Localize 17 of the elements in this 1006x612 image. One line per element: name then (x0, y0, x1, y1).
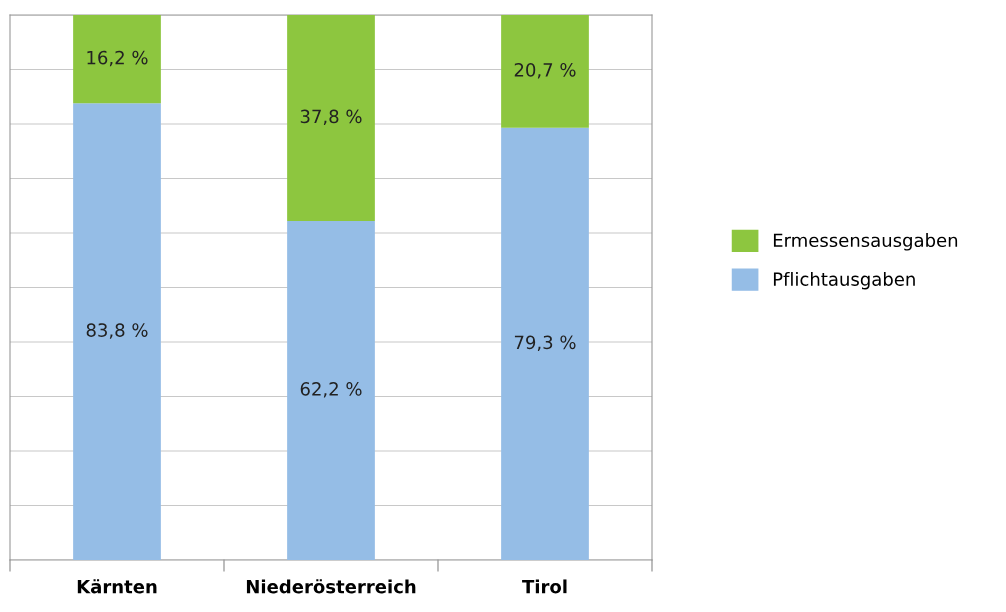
data-label: 83,8 % (86, 323, 148, 339)
data-label: 37,8 % (300, 109, 362, 126)
bar (501, 127, 589, 560)
bar (287, 221, 375, 560)
bar (501, 15, 589, 128)
bar (73, 15, 161, 104)
data-label: 20,7 % (514, 62, 576, 79)
x-tick-label: Tirol (522, 579, 567, 594)
data-label: 62,2 % (300, 382, 362, 398)
legend-label: Pflichtausgaben (773, 271, 915, 290)
legend-label: Ermessensausgaben (773, 233, 958, 251)
x-tick-label: Kärnten (77, 579, 157, 594)
bar (287, 15, 375, 222)
data-label: 79,3 % (514, 335, 576, 351)
x-tick-label: Niederösterreich (246, 579, 416, 594)
bar (73, 103, 161, 560)
data-label: 16,2 % (87, 50, 148, 67)
